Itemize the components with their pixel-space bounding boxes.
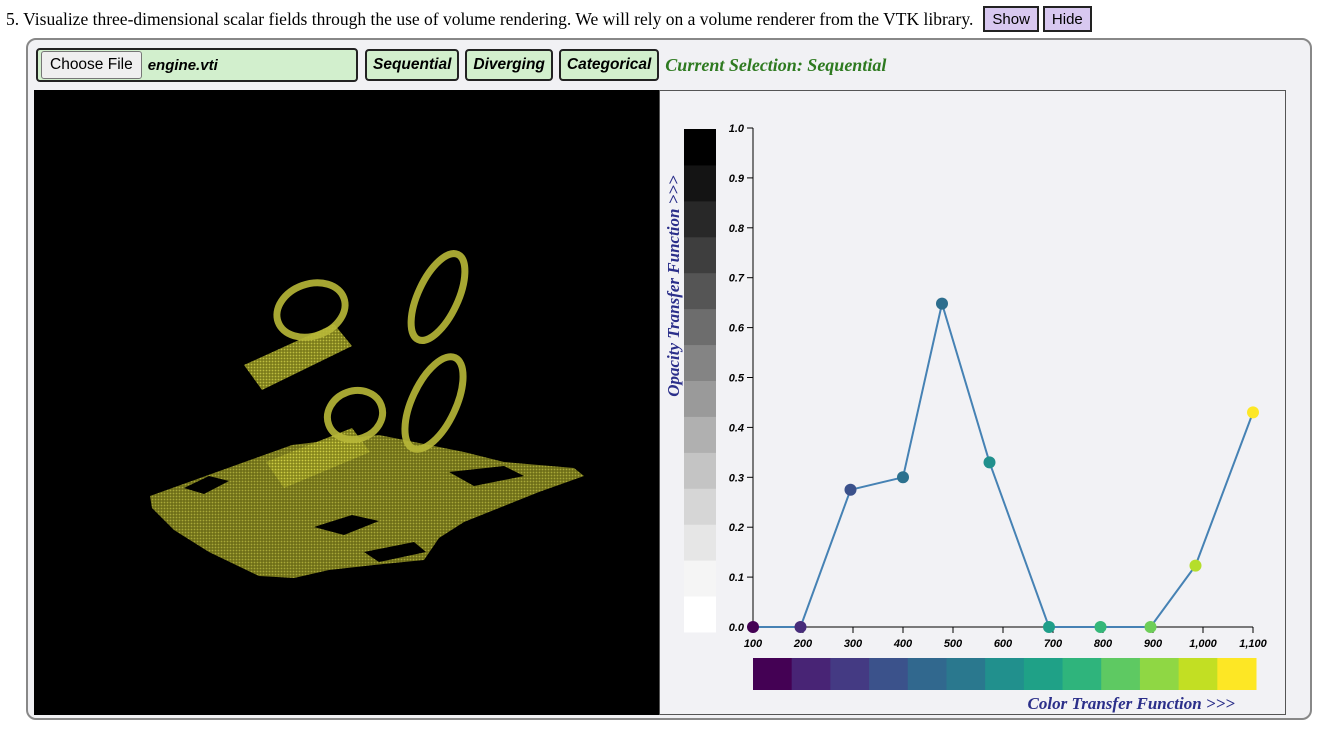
- color-legend-swatch: [830, 658, 870, 690]
- file-input[interactable]: Choose File engine.vti: [36, 48, 358, 82]
- y-tick-label: 0.5: [729, 373, 745, 385]
- file-name: engine.vti: [147, 56, 218, 74]
- vtk-render-view[interactable]: [34, 90, 659, 715]
- control-point[interactable]: [844, 483, 857, 496]
- color-axis-label: Color Transfer Function >>>: [1028, 694, 1236, 713]
- x-tick-label: 700: [1044, 638, 1063, 650]
- opacity-line: [753, 299, 1254, 628]
- color-legend-swatch: [1101, 658, 1141, 690]
- color-legend-swatch: [946, 658, 986, 690]
- opacity-legend-swatch: [684, 416, 716, 453]
- y-tick-label: 0.2: [729, 522, 744, 534]
- x-tick-label: 500: [944, 638, 963, 650]
- color-legend-swatch: [1178, 658, 1218, 690]
- y-tick-label: 0.6: [729, 323, 745, 335]
- transfer-function-chart[interactable]: 0.0 0.1 0.2 0.3 0.4 0.5 0.6 0.7 0.8 0.9 1.0 100 200 3…: [660, 91, 1285, 714]
- control-point[interactable]: [747, 621, 759, 633]
- current-selection: Current Selection: Sequential: [665, 54, 887, 75]
- x-tick-label: 600: [994, 638, 1013, 650]
- y-tick-label: 0.4: [729, 422, 744, 434]
- opacity-legend-swatch: [684, 129, 716, 166]
- color-legend-swatch: [791, 658, 831, 690]
- control-point[interactable]: [1094, 621, 1107, 633]
- opacity-legend-swatch: [684, 488, 716, 525]
- show-button[interactable]: Show: [983, 6, 1039, 32]
- x-tick-label: 100: [744, 638, 763, 650]
- control-point[interactable]: [794, 621, 807, 633]
- color-legend-swatch: [985, 658, 1025, 690]
- opacity-legend-swatch: [684, 200, 716, 238]
- x-tick-label: 1,000: [1189, 638, 1217, 650]
- opacity-legend-swatch: [684, 272, 716, 310]
- y-tick-label: 0.0: [729, 622, 745, 634]
- sequential-button[interactable]: Sequential: [365, 49, 460, 81]
- opacity-legend-swatch: [684, 380, 716, 417]
- engine-base-plate: [150, 435, 584, 578]
- y-tick-label: 0.1: [729, 572, 744, 584]
- opacity-legend-swatch: [684, 560, 716, 597]
- x-tick-label: 1,100: [1239, 638, 1267, 650]
- opacity-legend-swatch: [684, 344, 716, 381]
- color-legend-swatch: [869, 658, 909, 690]
- opacity-legend-swatch: [684, 236, 716, 274]
- diverging-button[interactable]: Diverging: [465, 49, 553, 81]
- toolbar: Choose File engine.vti Sequential Diverg…: [36, 48, 886, 82]
- control-point[interactable]: [1189, 559, 1202, 572]
- y-tick-label: 0.7: [729, 273, 745, 285]
- color-legend-swatch: [907, 658, 947, 690]
- opacity-legend-swatch: [684, 452, 716, 489]
- control-point[interactable]: [1043, 621, 1055, 633]
- opacity-legend-swatch: [684, 308, 716, 346]
- volume-rendering-panel: Choose File engine.vti Sequential Diverg…: [26, 38, 1312, 720]
- opacity-legend-swatch: [684, 596, 716, 633]
- opacity-legend-swatch: [684, 524, 716, 561]
- control-point[interactable]: [897, 471, 909, 484]
- hide-button[interactable]: Hide: [1042, 6, 1092, 32]
- y-tick-label: 0.9: [729, 173, 745, 185]
- engine-volume-render: [150, 250, 584, 578]
- color-legend-swatch: [1062, 658, 1102, 690]
- transfer-function-editor: 0.0 0.1 0.2 0.3 0.4 0.5 0.6 0.7 0.8 0.9 1.0 100 200 3…: [659, 90, 1286, 715]
- control-point[interactable]: [1144, 621, 1157, 633]
- heading-text: 5. Visualize three-dimensional scalar fi…: [6, 8, 974, 29]
- color-legend-swatch: [1139, 658, 1180, 690]
- control-point[interactable]: [1247, 406, 1259, 419]
- x-tick-label: 800: [1094, 638, 1113, 650]
- choose-file-button[interactable]: Choose File: [41, 51, 142, 79]
- y-tick-label: 0.8: [729, 223, 745, 235]
- engine-rings: [273, 250, 469, 453]
- exercise-heading: 5. Visualize three-dimensional scalar fi…: [6, 6, 1092, 32]
- y-tick-label: 0.3: [729, 472, 744, 484]
- opacity-axis-label: Opacity Transfer Function >>>: [664, 175, 683, 397]
- color-legend-swatch: [753, 658, 793, 690]
- categorical-button[interactable]: Categorical: [558, 49, 660, 81]
- y-tick-label: 1.0: [729, 123, 745, 135]
- engine-cylinders: [244, 324, 370, 488]
- color-legend-swatch: [1217, 658, 1257, 690]
- control-point[interactable]: [936, 297, 948, 310]
- color-legend-swatch: [1023, 658, 1064, 690]
- x-tick-label: 900: [1144, 638, 1163, 650]
- control-point[interactable]: [983, 456, 996, 469]
- x-tick-label: 400: [893, 638, 913, 650]
- x-tick-label: 200: [793, 638, 813, 650]
- x-tick-label: 300: [844, 638, 863, 650]
- opacity-legend-swatch: [684, 164, 716, 202]
